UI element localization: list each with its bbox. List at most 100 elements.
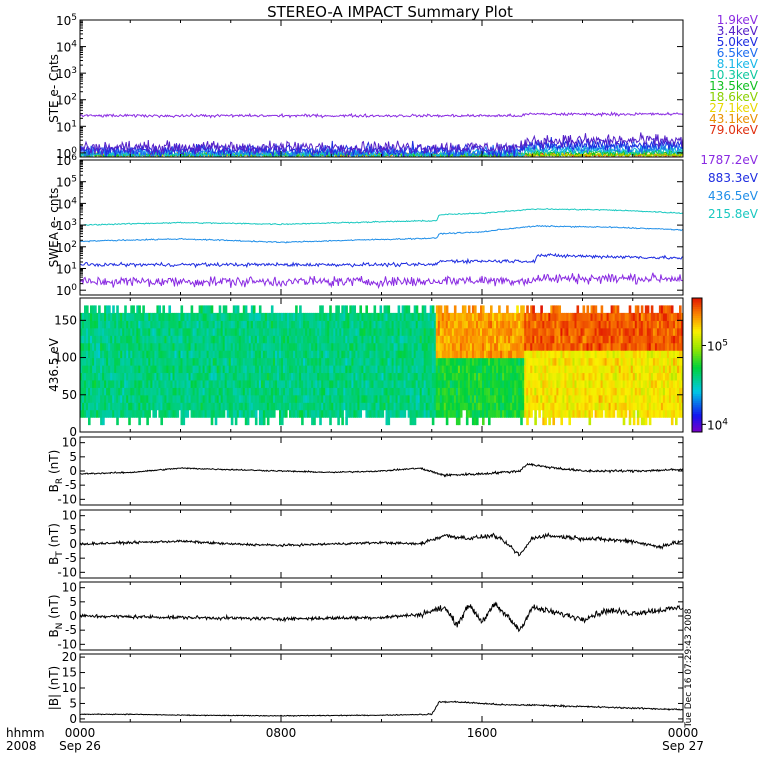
heatmap-cell bbox=[399, 394, 403, 403]
heatmap-cell bbox=[558, 379, 562, 388]
heatmap-cell bbox=[285, 350, 288, 359]
heatmap-cell bbox=[102, 409, 105, 418]
heatmap-cell bbox=[478, 402, 481, 411]
heatmap-cell bbox=[429, 327, 433, 336]
heatmap-cell bbox=[570, 312, 574, 321]
heatmap-cell bbox=[425, 372, 429, 381]
heatmap-cell bbox=[108, 305, 111, 314]
heatmap-cell bbox=[580, 350, 584, 359]
heatmap-cell bbox=[134, 379, 137, 388]
heatmap-cell bbox=[218, 402, 222, 411]
heatmap-cell bbox=[514, 342, 517, 351]
heatmap-cell bbox=[106, 365, 109, 374]
heatmap-cell bbox=[474, 394, 477, 403]
heatmap-cell bbox=[677, 372, 680, 381]
heatmap-cell bbox=[250, 335, 254, 344]
heatmap-cell bbox=[554, 409, 558, 418]
heatmap-cell bbox=[572, 350, 576, 359]
heatmap-cell bbox=[337, 372, 340, 381]
heatmap-cell bbox=[106, 394, 109, 403]
heatmap-cell bbox=[325, 365, 328, 374]
heatmap-cell bbox=[644, 327, 648, 336]
heatmap-cell bbox=[409, 379, 413, 388]
heatmap-cell bbox=[548, 387, 551, 396]
heatmap-cell bbox=[363, 327, 367, 336]
heatmap-cell bbox=[100, 350, 103, 359]
heatmap-cell bbox=[238, 394, 242, 403]
heatmap-cell bbox=[130, 335, 133, 344]
heatmap-cell bbox=[116, 305, 119, 314]
heatmap-cell bbox=[256, 312, 260, 321]
heatmap-cell bbox=[582, 394, 586, 403]
heatmap-cell bbox=[399, 372, 403, 381]
heatmap-cell bbox=[128, 409, 131, 418]
heatmap-cell bbox=[504, 350, 507, 359]
heatmap-cell bbox=[281, 312, 284, 321]
heatmap-cell bbox=[160, 387, 164, 396]
heatmap-cell bbox=[373, 409, 377, 418]
heatmap-cell bbox=[190, 357, 194, 366]
heatmap-cell bbox=[427, 320, 431, 329]
heatmap-cell bbox=[582, 350, 586, 359]
heatmap-cell bbox=[102, 350, 105, 359]
heatmap-cell bbox=[383, 350, 387, 359]
heatmap-cell bbox=[431, 402, 435, 411]
heatmap-cell bbox=[238, 372, 242, 381]
heatmap-cell bbox=[254, 409, 258, 418]
heatmap-cell bbox=[443, 327, 447, 336]
heatmap-cell bbox=[558, 357, 562, 366]
heatmap-cell bbox=[534, 372, 537, 381]
heatmap-cell bbox=[666, 402, 670, 411]
heatmap-cell bbox=[478, 327, 481, 336]
heatmap-cell bbox=[226, 402, 230, 411]
heatmap-cell bbox=[554, 365, 558, 374]
heatmap-cell bbox=[170, 357, 174, 366]
heatmap-cell bbox=[656, 394, 660, 403]
heatmap-cell bbox=[84, 320, 87, 329]
heatmap-cell bbox=[564, 327, 568, 336]
heatmap-cell bbox=[638, 387, 642, 396]
heatmap-cell bbox=[435, 372, 439, 381]
heatmap-cell bbox=[435, 305, 439, 314]
heatmap-cell bbox=[154, 327, 158, 336]
heatmap-cell bbox=[266, 365, 270, 374]
heatmap-cell bbox=[576, 365, 580, 374]
heatmap-cell bbox=[206, 365, 210, 374]
heatmap-cell bbox=[104, 379, 107, 388]
panel-swea-series bbox=[80, 207, 683, 290]
heatmap-cell bbox=[309, 312, 312, 321]
heatmap-cell bbox=[644, 379, 648, 388]
heatmap-cell bbox=[82, 357, 85, 366]
heatmap-cell bbox=[516, 335, 519, 344]
heatmap-cell bbox=[614, 350, 618, 359]
heatmap-cell bbox=[447, 365, 451, 374]
heatmap-cell bbox=[681, 350, 683, 359]
heatmap-cell bbox=[341, 335, 344, 344]
heatmap-cell bbox=[329, 417, 332, 426]
heatmap-cell bbox=[504, 357, 507, 366]
heatmap-cell bbox=[419, 394, 423, 403]
heatmap-cell bbox=[425, 335, 429, 344]
heatmap-cell bbox=[610, 365, 614, 374]
heatmap-cell bbox=[100, 342, 103, 351]
heatmap-cell bbox=[321, 327, 324, 336]
heatmap-cell bbox=[226, 379, 230, 388]
heatmap-cell bbox=[453, 387, 457, 396]
heatmap-cell bbox=[588, 409, 592, 418]
heatmap-cell bbox=[192, 409, 196, 418]
heatmap-cell bbox=[677, 350, 680, 359]
heatmap-cell bbox=[409, 357, 413, 366]
heatmap-cell bbox=[180, 320, 184, 329]
heatmap-cell bbox=[534, 335, 537, 344]
heatmap-cell bbox=[329, 394, 332, 403]
heatmap-cell bbox=[140, 379, 143, 388]
heatmap-cell bbox=[614, 402, 618, 411]
heatmap-cell bbox=[576, 327, 580, 336]
heatmap-cell bbox=[504, 327, 507, 336]
heatmap-cell bbox=[423, 335, 427, 344]
heatmap-cell bbox=[486, 387, 489, 396]
heatmap-cell bbox=[361, 327, 365, 336]
heatmap-cell bbox=[670, 402, 674, 411]
heatmap-cell bbox=[670, 417, 674, 426]
series-line-215.8eV bbox=[80, 207, 683, 226]
